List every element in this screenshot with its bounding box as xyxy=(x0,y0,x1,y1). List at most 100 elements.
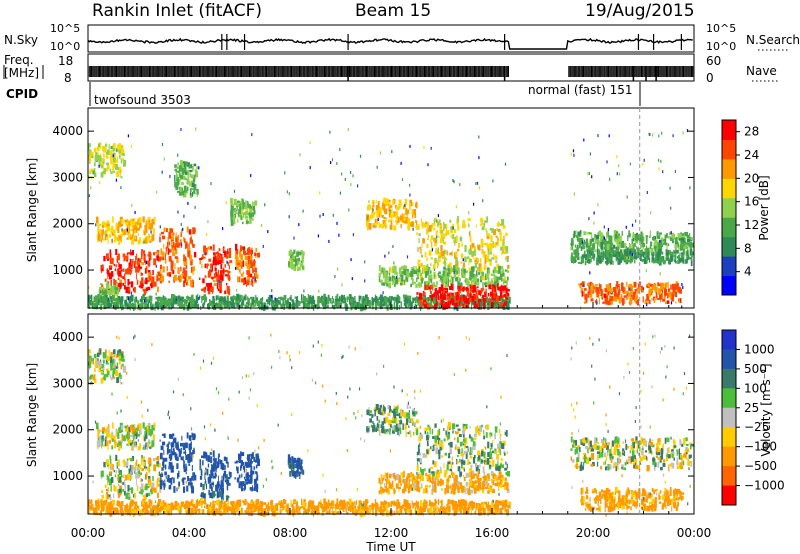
data-cell xyxy=(298,301,301,306)
data-cell xyxy=(583,241,587,245)
data-cell xyxy=(183,254,185,261)
data-cell xyxy=(97,233,101,240)
data-cell xyxy=(191,191,193,197)
frequency-panel: Freq. [MHz] 18 8 60 0 Nave xyxy=(3,53,780,85)
data-cell xyxy=(653,245,657,249)
data-cell xyxy=(165,246,168,253)
data-cell xyxy=(145,236,148,241)
data-cell xyxy=(413,297,417,301)
data-cell xyxy=(185,265,188,269)
data-cell xyxy=(656,254,659,261)
data-cell xyxy=(396,206,400,211)
data-cell xyxy=(683,238,687,242)
data-cell xyxy=(489,252,493,255)
data-cell xyxy=(302,301,306,305)
data-cell xyxy=(593,221,595,225)
station-title: Rankin Inlet (fitACF) xyxy=(92,1,262,21)
data-cell xyxy=(499,231,502,235)
data-cell xyxy=(499,295,501,302)
data-cell xyxy=(186,282,188,286)
data-cell xyxy=(113,143,116,148)
data-cell xyxy=(203,287,206,293)
data-cell xyxy=(574,244,577,248)
data-cell xyxy=(433,300,436,305)
data-cell xyxy=(426,243,429,249)
data-cell xyxy=(406,269,409,272)
data-cell xyxy=(99,155,102,161)
data-cell xyxy=(379,208,382,216)
data-cell xyxy=(411,267,414,271)
data-cell xyxy=(452,295,455,300)
data-cell xyxy=(216,261,219,265)
data-cell xyxy=(498,265,501,273)
data-cell xyxy=(657,257,659,264)
data-cell xyxy=(177,244,180,248)
data-cell xyxy=(488,284,492,290)
data-cell xyxy=(146,223,148,229)
data-cell xyxy=(194,301,196,305)
data-cell xyxy=(169,301,173,304)
data-cell xyxy=(104,278,107,282)
data-cell xyxy=(577,244,579,248)
data-cell xyxy=(146,425,149,432)
data-cell xyxy=(122,363,124,367)
data-cell xyxy=(89,376,92,380)
data-cell xyxy=(242,213,244,218)
data-cell xyxy=(288,192,290,196)
data-cell xyxy=(392,200,395,205)
data-cell xyxy=(295,258,299,265)
data-cell xyxy=(468,298,472,303)
data-cell xyxy=(113,435,116,439)
data-cell xyxy=(504,298,506,302)
data-cell xyxy=(397,216,400,224)
data-cell xyxy=(457,224,460,231)
data-cell xyxy=(409,144,411,148)
data-cell xyxy=(420,248,422,254)
data-cell xyxy=(241,198,244,204)
data-cell xyxy=(674,285,677,288)
data-cell xyxy=(226,282,228,286)
data-cell xyxy=(426,304,431,310)
data-cell xyxy=(449,268,454,273)
data-cell xyxy=(395,216,398,220)
data-cell xyxy=(666,255,670,259)
data-cell xyxy=(110,296,112,299)
data-cell xyxy=(646,191,648,194)
data-cell xyxy=(257,305,261,309)
data-cell xyxy=(403,269,407,275)
data-cell xyxy=(293,266,296,271)
data-cell xyxy=(244,255,248,261)
data-cell xyxy=(148,224,152,227)
data-cell xyxy=(105,349,107,354)
data-cell xyxy=(247,255,250,263)
data-cell xyxy=(123,439,126,442)
data-cell xyxy=(114,442,117,449)
data-cell xyxy=(155,292,157,296)
data-cell xyxy=(390,219,393,226)
data-cell xyxy=(106,355,110,361)
data-cell xyxy=(130,264,132,271)
data-cell xyxy=(156,303,159,307)
data-cell xyxy=(608,244,611,248)
data-cell xyxy=(338,233,340,237)
data-cell xyxy=(646,247,650,253)
data-cell xyxy=(678,254,681,262)
data-cell xyxy=(439,279,442,282)
data-cell xyxy=(339,296,341,302)
data-cell xyxy=(683,234,686,240)
data-cell xyxy=(89,160,91,164)
colorbar-swatch xyxy=(722,217,736,238)
data-cell xyxy=(648,282,651,288)
data-cell xyxy=(224,252,226,258)
data-cell xyxy=(478,135,480,139)
data-cell xyxy=(339,148,341,152)
data-cell xyxy=(222,247,225,252)
data-cell xyxy=(202,278,205,284)
data-cell xyxy=(457,274,460,277)
data-cell xyxy=(177,180,179,186)
data-cell xyxy=(101,233,103,241)
data-cell xyxy=(224,264,226,268)
data-cell xyxy=(224,269,227,272)
data-cell xyxy=(297,266,300,271)
data-cell xyxy=(155,264,157,268)
